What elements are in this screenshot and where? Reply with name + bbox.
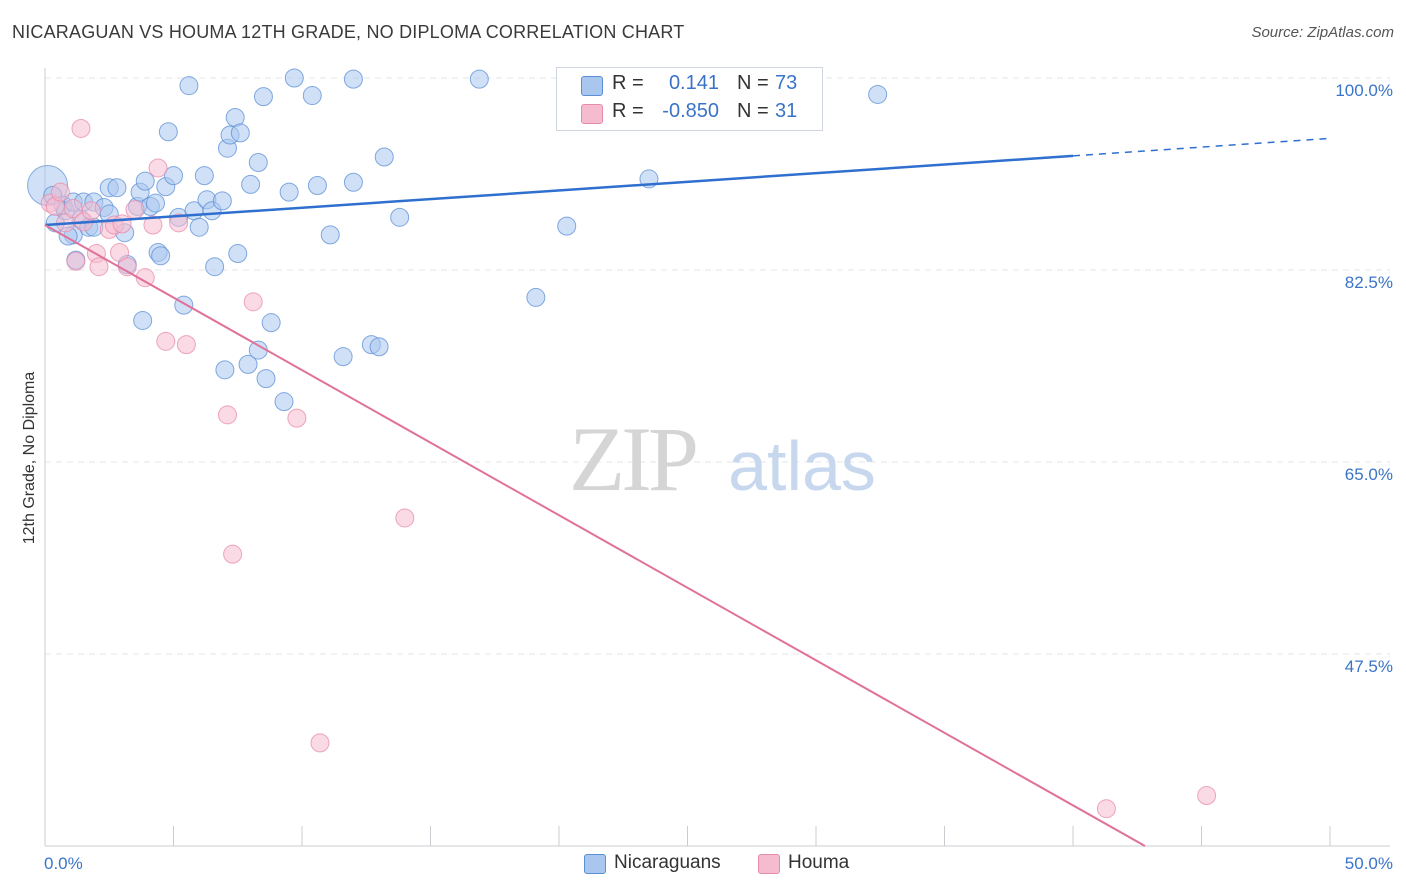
data-point-houma xyxy=(89,257,109,277)
data-point-nicaraguans xyxy=(302,86,322,106)
data-point-houma xyxy=(81,201,101,221)
data-point-houma xyxy=(135,268,155,288)
data-point-houma xyxy=(156,331,176,351)
data-point-nicaraguans xyxy=(369,337,389,357)
x-tick-label: 0.0% xyxy=(44,854,83,873)
data-point-nicaraguans xyxy=(179,76,199,96)
data-point-nicaraguans xyxy=(333,347,353,367)
data-point-nicaraguans xyxy=(135,171,155,191)
legend-r-value: -0.850 xyxy=(662,100,719,122)
data-point-nicaraguans xyxy=(230,123,250,143)
legend-n-value: 31 xyxy=(775,100,798,122)
data-point-nicaraguans xyxy=(526,287,546,307)
data-point-houma xyxy=(395,508,415,528)
correlation-legend: R = 0.141 N = 73 R = -0.850 N = 31 xyxy=(556,67,823,131)
data-point-nicaraguans xyxy=(205,257,225,277)
data-point-nicaraguans xyxy=(307,176,327,196)
trend-line-nicaraguans xyxy=(44,154,1074,227)
data-point-nicaraguans xyxy=(390,207,410,227)
legend-n-label: N = xyxy=(737,100,769,122)
y-tick-label: 65.0% xyxy=(1345,465,1393,484)
watermark-atlas: atlas xyxy=(728,427,876,505)
x-tick-label: 50.0% xyxy=(1345,854,1393,873)
legend-swatch-pink xyxy=(758,854,780,874)
trend-line-houma xyxy=(44,224,1146,847)
data-point-nicaraguans xyxy=(238,354,258,374)
data-point-nicaraguans xyxy=(253,87,273,107)
y-tick-label: 82.5% xyxy=(1345,273,1393,292)
legend-r-value: 0.141 xyxy=(668,72,719,94)
data-point-nicaraguans xyxy=(107,178,127,198)
legend-swatch-pink xyxy=(581,104,603,124)
data-point-houma xyxy=(117,257,137,277)
data-point-houma xyxy=(310,733,330,753)
legend-swatch-blue xyxy=(581,76,603,96)
chart-title: NICARAGUAN VS HOUMA 12TH GRADE, NO DIPLO… xyxy=(12,22,685,42)
data-point-nicaraguans xyxy=(284,68,304,88)
legend-n-label: N = xyxy=(737,72,769,94)
data-point-nicaraguans xyxy=(212,191,232,211)
legend-label-nicaraguans: Nicaraguans xyxy=(614,852,721,873)
data-point-nicaraguans xyxy=(158,122,178,142)
data-point-nicaraguans xyxy=(279,182,299,202)
data-point-nicaraguans xyxy=(274,392,294,412)
legend-r-label: R = xyxy=(612,100,644,122)
data-point-houma xyxy=(71,118,91,138)
data-point-nicaraguans xyxy=(215,360,235,380)
legend-label-houma: Houma xyxy=(788,852,850,873)
watermark: ZIP atlas xyxy=(569,408,876,510)
series-houma-points xyxy=(40,118,1217,819)
data-point-houma xyxy=(243,292,263,312)
data-point-houma xyxy=(66,251,86,271)
data-point-nicaraguans xyxy=(146,193,166,213)
data-point-nicaraguans xyxy=(228,244,248,264)
data-point-nicaraguans xyxy=(256,369,276,389)
data-point-houma xyxy=(112,214,132,234)
legend-n-value: 73 xyxy=(775,72,798,94)
data-point-nicaraguans xyxy=(189,217,209,237)
data-point-houma xyxy=(148,158,168,178)
data-point-houma xyxy=(176,335,196,355)
data-point-nicaraguans xyxy=(557,216,577,236)
data-point-houma xyxy=(50,182,70,202)
data-point-nicaraguans xyxy=(374,147,394,167)
tick-labels: 100.0% 82.5% 65.0% 47.5% 0.0% 50.0% xyxy=(44,81,1393,873)
data-point-nicaraguans xyxy=(241,174,261,194)
data-point-nicaraguans xyxy=(343,69,363,89)
y-tick-label: 100.0% xyxy=(1335,81,1393,100)
source-credit: Source: ZipAtlas.com xyxy=(1251,24,1394,41)
data-point-houma xyxy=(125,200,145,220)
data-point-nicaraguans xyxy=(469,69,489,89)
data-point-nicaraguans xyxy=(261,313,281,333)
legend-swatch-blue xyxy=(584,854,606,874)
watermark-zip: ZIP xyxy=(569,408,696,510)
data-point-nicaraguans xyxy=(868,84,888,104)
data-point-nicaraguans xyxy=(164,166,183,186)
data-point-houma xyxy=(287,408,307,428)
data-point-nicaraguans xyxy=(194,166,214,186)
data-point-houma xyxy=(217,405,237,425)
data-point-nicaraguans xyxy=(151,246,171,266)
data-point-houma xyxy=(1197,786,1217,806)
trend-line-nicaraguans-projection xyxy=(1072,137,1331,157)
data-point-nicaraguans xyxy=(343,172,363,192)
data-point-nicaraguans xyxy=(320,225,340,245)
data-point-houma xyxy=(143,215,163,235)
data-point-houma xyxy=(223,544,243,564)
y-tick-label: 47.5% xyxy=(1345,657,1393,676)
data-point-houma xyxy=(1096,799,1116,819)
trend-lines xyxy=(44,137,1331,847)
data-point-nicaraguans xyxy=(248,152,268,172)
legend-r-label: R = xyxy=(612,72,644,94)
data-point-houma xyxy=(169,213,189,233)
data-point-nicaraguans xyxy=(133,310,153,330)
